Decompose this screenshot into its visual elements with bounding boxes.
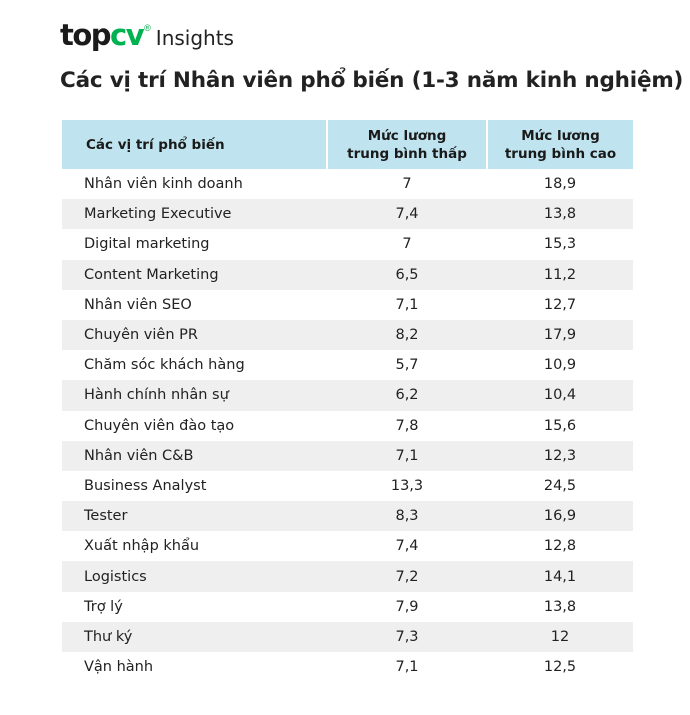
logo-insights-text: Insights <box>155 26 234 50</box>
cell-low-salary: 6,5 <box>327 259 487 290</box>
cell-low-salary: 7 <box>402 176 412 193</box>
table-row: Hành chính nhân sự 6,2 10,4 <box>62 380 633 411</box>
cell-high-salary: 11,2 <box>487 259 633 290</box>
cell-position: Vận hành <box>84 659 154 676</box>
table-row: Marketing Executive 7,4 13,8 <box>62 199 633 230</box>
table-row: Chuyên viên PR 8,2 17,9 <box>62 319 633 351</box>
cell-high-salary: 18,9 <box>543 176 577 193</box>
cell-high-salary: 12 <box>487 621 633 652</box>
cell-position: Chuyên viên PR <box>62 319 327 351</box>
table-row: Tester 8,3 16,9 <box>62 501 633 532</box>
table-row: Chuyên viên đào tạo 7,8 15,6 <box>62 411 633 441</box>
cell-low-salary: 13,3 <box>390 477 424 494</box>
cell-low-salary: 7,2 <box>327 561 487 592</box>
cell-position: Trợ lý <box>84 598 123 615</box>
table-row: Xuất nhập khẩu 7,4 12,8 <box>62 531 633 561</box>
table-row: Content Marketing 6,5 11,2 <box>62 259 633 290</box>
salary-table: Các vị trí phổ biến Mức lương trung bình… <box>62 120 633 682</box>
cell-low-salary: 7,1 <box>395 659 419 676</box>
cell-high-salary: 12,3 <box>487 440 633 471</box>
cell-high-salary: 24,5 <box>543 477 577 494</box>
cell-position: Logistics <box>62 561 327 592</box>
cell-position: Chuyên viên đào tạo <box>84 417 235 434</box>
topcv-logo-mark: topcv <box>60 18 145 52</box>
cell-high-salary: 12,8 <box>543 538 577 555</box>
cell-high-salary: 12,7 <box>543 296 577 313</box>
table-row: Vận hành 7,1 12,5 <box>62 652 633 682</box>
cell-high-salary: 13,8 <box>543 598 577 615</box>
table-row: Chăm sóc khách hàng 5,7 10,9 <box>62 350 633 380</box>
cell-high-salary: 14,1 <box>487 561 633 592</box>
cell-position: Tester <box>62 501 327 532</box>
registered-mark: ® <box>144 23 151 33</box>
table-row: Nhân viên SEO 7,1 12,7 <box>62 290 633 320</box>
cell-position: Nhân viên SEO <box>84 296 192 313</box>
table-row: Digital marketing 7 15,3 <box>62 229 633 259</box>
cell-low-salary: 7 <box>402 236 412 253</box>
cell-position: Marketing Executive <box>62 199 327 230</box>
table-row: Trợ lý 7,9 13,8 <box>62 592 633 622</box>
cell-position: Chăm sóc khách hàng <box>84 357 245 374</box>
cell-low-salary: 7,4 <box>327 199 487 230</box>
cell-low-salary: 7,8 <box>395 417 419 434</box>
header-position: Các vị trí phổ biến <box>62 120 327 169</box>
cell-high-salary: 15,3 <box>543 236 577 253</box>
cell-low-salary: 7,3 <box>327 621 487 652</box>
cell-high-salary: 10,9 <box>543 357 577 374</box>
cell-low-salary: 8,2 <box>327 319 487 351</box>
table-row: Logistics 7,2 14,1 <box>62 561 633 592</box>
cell-high-salary: 16,9 <box>487 501 633 532</box>
table-header-row: Các vị trí phổ biến Mức lương trung bình… <box>62 120 633 169</box>
header-low-salary: Mức lương trung bình thấp <box>326 120 487 169</box>
table-row: Nhân viên C&B 7,1 12,3 <box>62 440 633 471</box>
cell-position: Nhân viên kinh doanh <box>84 176 243 193</box>
topcv-insights-logo: topcv ® Insights <box>60 18 234 52</box>
cell-position: Hành chính nhân sự <box>62 380 327 411</box>
cell-low-salary: 8,3 <box>327 501 487 532</box>
cell-high-salary: 17,9 <box>487 319 633 351</box>
cell-low-salary: 6,2 <box>327 380 487 411</box>
cell-position: Digital marketing <box>84 236 210 253</box>
cell-low-salary: 7,4 <box>395 538 419 555</box>
cell-position: Nhân viên C&B <box>62 440 327 471</box>
cell-position: Content Marketing <box>62 259 327 290</box>
cell-position: Business Analyst <box>84 477 207 494</box>
cell-low-salary: 7,1 <box>395 296 419 313</box>
table-row: Thư ký 7,3 12 <box>62 621 633 652</box>
cell-low-salary: 7,1 <box>327 440 487 471</box>
cell-position: Xuất nhập khẩu <box>84 538 200 555</box>
cell-low-salary: 7,9 <box>395 598 419 615</box>
table-row: Nhân viên kinh doanh 7 18,9 <box>62 169 633 199</box>
cell-high-salary: 12,5 <box>543 659 577 676</box>
header-high-salary: Mức lương trung bình cao <box>486 120 633 169</box>
cell-high-salary: 13,8 <box>487 199 633 230</box>
table-body: Nhân viên kinh doanh 7 18,9 Marketing Execu… <box>62 169 633 682</box>
cell-high-salary: 15,6 <box>543 417 577 434</box>
table-row: Business Analyst 13,3 24,5 <box>62 471 633 501</box>
cell-low-salary: 5,7 <box>395 357 419 374</box>
cell-high-salary: 10,4 <box>487 380 633 411</box>
cell-position: Thư ký <box>62 621 327 652</box>
page-title: Các vị trí Nhân viên phổ biến (1-3 năm k… <box>60 68 684 93</box>
